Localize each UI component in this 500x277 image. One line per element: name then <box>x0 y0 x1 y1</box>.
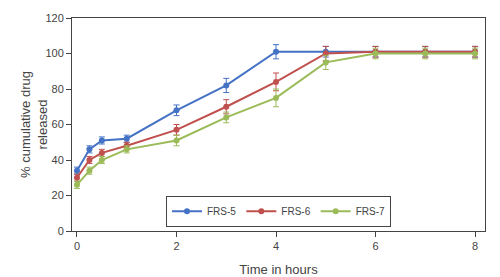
svg-text:FRS-7: FRS-7 <box>356 206 385 217</box>
svg-text:40: 40 <box>52 154 64 166</box>
svg-text:% cumulative drugreleased: % cumulative drugreleased <box>18 71 50 178</box>
svg-text:Time in hours: Time in hours <box>239 262 318 277</box>
svg-text:0: 0 <box>74 240 80 252</box>
svg-text:60: 60 <box>52 118 64 130</box>
svg-text:120: 120 <box>45 12 63 24</box>
svg-text:4: 4 <box>273 240 279 252</box>
svg-text:8: 8 <box>472 240 478 252</box>
svg-text:20: 20 <box>52 189 64 201</box>
svg-text:2: 2 <box>173 240 179 252</box>
svg-text:FRS-6: FRS-6 <box>281 206 310 217</box>
svg-text:100: 100 <box>45 47 63 59</box>
svg-text:80: 80 <box>52 83 64 95</box>
svg-text:FRS-5: FRS-5 <box>207 206 236 217</box>
svg-text:6: 6 <box>372 240 378 252</box>
svg-text:0: 0 <box>58 225 64 237</box>
